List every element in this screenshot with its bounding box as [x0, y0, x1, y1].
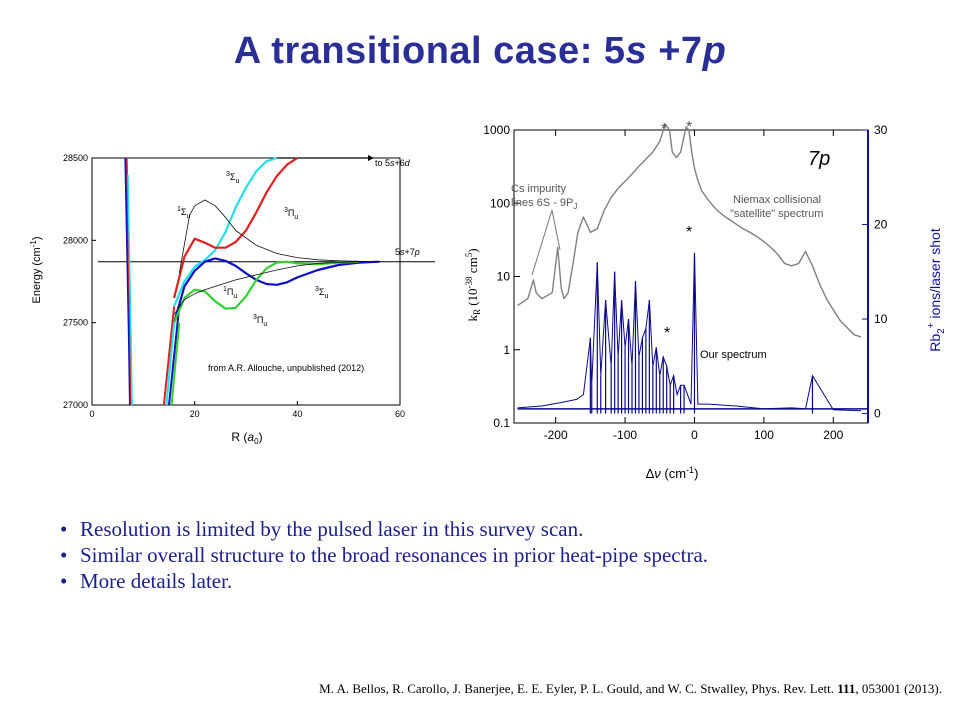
curve-label-1pi: 1Πu	[223, 286, 237, 300]
title-p: p	[702, 30, 727, 72]
left-y-tick-label: 27500	[63, 318, 88, 328]
curve-label-3sigma-lower: 3Σu	[315, 286, 328, 300]
curve-label-3pi-upper: 3Πu	[284, 207, 298, 221]
right-x-tick-label: 100	[754, 428, 774, 442]
annotation-our-spectrum: Our spectrum	[700, 349, 767, 361]
inner-wall-cyan	[127, 174, 133, 406]
left-y-tick-label: 28500	[63, 153, 88, 163]
annotation-niemax-1: Niemax collisional	[733, 194, 821, 206]
star-peak-3: *	[686, 224, 692, 241]
left-y-tick-label: 27000	[63, 400, 88, 410]
right-yleft-tick-label: 1	[503, 343, 510, 357]
title-prefix: A transitional case: 5	[233, 30, 626, 72]
left-annotation: from A.R. Allouche, unpublished (2012)	[208, 363, 364, 373]
asymptote-label-5s7p: 5s+7p	[395, 247, 420, 257]
potential-energy-chart: 0 20 40 60 27000 27500 28000 28500 Energy (cm-1…	[29, 153, 435, 445]
potential-curve-5	[173, 261, 359, 315]
spectrum-chart: -200 -100 0 100 200 0.1 1 10 100 1000 0 10 20 30 7p Δ…	[464, 119, 947, 481]
bullet-list: Resolution is limited by the pulsed lase…	[60, 516, 940, 594]
right-yright-tick-label: 10	[874, 312, 888, 326]
slide-title: A transitional case: 5s +7p	[0, 30, 960, 73]
right-x-tick-label: 0	[691, 428, 698, 442]
potential-curve-0	[173, 156, 278, 307]
right-yright-tick-label: 0	[874, 407, 881, 421]
potential-curve-1	[173, 157, 298, 299]
right-ylabel-right: Rb2+ ions/laser shot	[926, 228, 947, 352]
right-ylabel-left: kR (10-38 cm5)	[464, 248, 482, 321]
right-yleft-tick-label: 100	[490, 196, 510, 210]
asymptote-label-5s6d: to 5s+6d	[375, 158, 411, 168]
bullet-item: Resolution is limited by the pulsed lase…	[60, 516, 940, 542]
title-s: s	[625, 30, 648, 72]
potential-curve-3	[173, 260, 359, 324]
outer-wall	[168, 306, 181, 406]
right-x-tick-label: -200	[544, 428, 568, 442]
left-ylabel: Energy (cm-1)	[29, 236, 43, 303]
left-x-tick-label: 20	[190, 409, 200, 419]
cs-arrow-1	[531, 209, 553, 276]
our-spectrum-line	[517, 252, 862, 412]
right-title: 7p	[808, 148, 830, 170]
outer-wall	[162, 306, 176, 406]
potential-curve-4	[178, 199, 380, 274]
niemax-spectrum-line	[517, 123, 862, 338]
right-x-tick-label: -100	[613, 428, 637, 442]
annotation-niemax-2: "satellite" spectrum	[730, 208, 823, 220]
annotation-cs-lines: lines 6S - 9PJ	[511, 197, 577, 211]
right-yright-tick-label: 30	[874, 123, 888, 137]
star-peak-4: *	[664, 325, 670, 342]
left-x-tick-label: 60	[395, 409, 405, 419]
cs-arrow-2	[551, 209, 561, 251]
outer-wall	[165, 322, 176, 406]
star-peak-2: *	[686, 119, 692, 136]
citation-authors: M. A. Bellos, R. Carollo, J. Banerjee, E…	[319, 681, 838, 696]
right-yleft-tick-label: 1000	[483, 123, 510, 137]
citation-volume: 111	[837, 681, 856, 696]
right-yleft-tick-label: 0.1	[493, 416, 510, 430]
left-x-tick-label: 0	[89, 409, 94, 419]
asymptote-arrowhead	[368, 155, 374, 161]
citation: M. A. Bellos, R. Carollo, J. Banerjee, E…	[319, 681, 942, 697]
right-x-tick-label: 200	[823, 428, 843, 442]
left-y-tick-label: 28000	[63, 235, 88, 245]
inner-wall-blue	[124, 157, 131, 406]
right-yright-tick-label: 20	[874, 218, 888, 232]
outer-wall	[170, 322, 181, 406]
citation-rest: , 053001 (2013).	[855, 681, 942, 696]
left-plot-frame	[91, 157, 401, 406]
inner-wall-red	[126, 157, 132, 406]
left-xlabel: R (a0)	[231, 430, 262, 445]
curve-label-3sigma-upper: 3Σu	[226, 171, 239, 185]
left-x-tick-label: 40	[292, 409, 302, 419]
title-mid: +7	[647, 30, 703, 72]
curve-label-3pi-lower: 3Πu	[253, 314, 267, 328]
right-xlabel: Δν (cm-1)	[646, 465, 699, 481]
annotation-cs-impurity: Cs impurity	[511, 183, 567, 195]
bullet-item: Similar overall structure to the broad r…	[60, 542, 940, 568]
star-peak-1: *	[661, 121, 667, 138]
right-yleft-tick-label: 10	[497, 270, 511, 284]
bullet-item: More details later.	[60, 568, 940, 594]
curve-label-1sigma: 1Σu	[177, 206, 190, 220]
